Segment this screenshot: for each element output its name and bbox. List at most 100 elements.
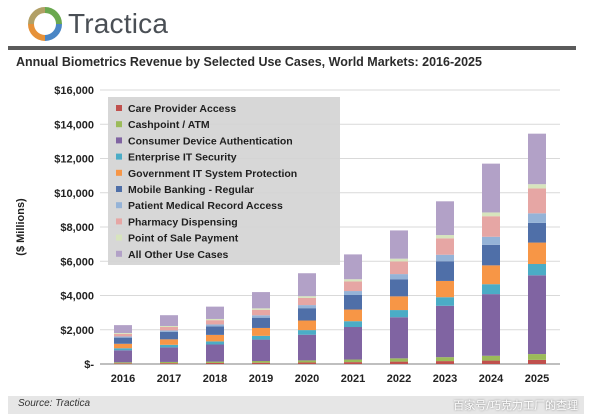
bar-segment <box>436 238 454 255</box>
legend-label: Government IT System Protection <box>128 168 297 180</box>
bar-segment <box>252 361 270 363</box>
bar-segment <box>252 317 270 328</box>
bar-segment <box>160 339 178 345</box>
bar-segment <box>482 244 500 266</box>
bar-segment <box>252 362 270 364</box>
bar-segment <box>390 296 408 311</box>
bar-segment <box>482 265 500 285</box>
x-tick-label: 2020 <box>295 373 319 385</box>
bar-segment <box>206 306 224 319</box>
title-divider <box>8 46 576 50</box>
bar-segment <box>344 359 362 363</box>
legend-swatch <box>116 202 122 209</box>
bar-segment <box>390 317 408 359</box>
bar-segment <box>206 318 224 321</box>
bar-segment <box>252 308 270 310</box>
bar-segment <box>390 258 408 262</box>
bar-segment <box>482 355 500 361</box>
bar-segment <box>298 273 316 297</box>
bar-segment <box>114 350 132 363</box>
brand-name: Tractica <box>68 8 169 39</box>
legend-label: Consumer Device Authentication <box>128 135 293 147</box>
bar-segment <box>298 297 316 306</box>
legend-swatch <box>116 137 122 144</box>
bar-segment <box>436 201 454 236</box>
legend-swatch <box>116 250 122 257</box>
legend-label: Care Provider Access <box>128 103 236 115</box>
bar-segment <box>114 362 132 364</box>
bar-segment <box>436 280 454 298</box>
source-note: Source: Tractica <box>18 398 91 409</box>
bar-segment <box>528 354 546 360</box>
legend-label: Patient Medical Record Access <box>128 200 283 212</box>
bar-segment <box>482 216 500 237</box>
bar-segment <box>390 274 408 280</box>
bar-segment <box>344 309 362 322</box>
bar-segment <box>160 315 178 326</box>
legend-swatch <box>116 234 122 241</box>
bar-segment <box>298 360 316 363</box>
y-tick-label: $8,000 <box>60 222 94 234</box>
bar-segment <box>528 263 546 276</box>
x-tick-label: 2018 <box>203 373 227 385</box>
bar-segment <box>252 309 270 316</box>
x-tick-label: 2021 <box>341 373 365 385</box>
legend-swatch <box>116 153 122 160</box>
bar-segment <box>160 325 178 328</box>
bar-segment <box>298 308 316 321</box>
bar-segment <box>482 294 500 356</box>
bar-segment <box>252 339 270 362</box>
bar-segment <box>206 361 224 363</box>
y-axis-label: ($ Millions) <box>15 198 27 256</box>
x-tick-label: 2024 <box>479 373 504 385</box>
bar-segment <box>160 347 178 362</box>
bar-segment <box>436 361 454 364</box>
bar-segment <box>160 330 178 332</box>
bar-segment <box>114 333 132 337</box>
legend-label: Point of Sale Payment <box>128 233 239 245</box>
legend-label: Pharmacy Dispensing <box>128 216 238 228</box>
watermark-text: 百家号/巧克力工厂的查理 <box>453 399 578 412</box>
bar-segment <box>252 292 270 309</box>
bar-segment <box>206 320 224 325</box>
bar-segment <box>160 331 178 340</box>
bar-segment <box>344 321 362 328</box>
bar-segment <box>114 333 132 334</box>
bar-segment <box>528 133 546 185</box>
bar-segment <box>344 294 362 310</box>
footer-bar: Source: Tractica 百家号/巧克力工厂的查理 <box>8 396 584 414</box>
bar-segment <box>528 242 546 264</box>
bar-segment <box>206 344 224 362</box>
bar-segment <box>344 327 362 360</box>
bar-segment <box>114 337 132 344</box>
bar-segment <box>436 254 454 262</box>
bar-segment <box>344 279 362 282</box>
bar-segment <box>528 213 546 223</box>
bar-segment <box>298 362 316 364</box>
bar-segment <box>390 230 408 259</box>
bar-segment <box>344 254 362 280</box>
legend-swatch <box>116 218 122 225</box>
bar-segment <box>436 235 454 239</box>
bar-segment <box>160 344 178 348</box>
bar-segment <box>390 261 408 275</box>
legend-swatch <box>116 186 122 192</box>
tractica-logo-icon <box>28 7 62 41</box>
bar-segment <box>114 343 132 349</box>
bar-segment <box>528 184 546 189</box>
bar-segment <box>114 325 132 334</box>
bar-segment <box>482 236 500 245</box>
y-tick-label: $10,000 <box>54 188 94 200</box>
bar-segment <box>206 362 224 364</box>
bar-segment <box>482 284 500 295</box>
bar-segment <box>482 212 500 217</box>
bar-segment <box>206 334 224 342</box>
y-tick-label: $4,000 <box>60 291 94 303</box>
x-tick-label: 2025 <box>525 373 549 385</box>
y-tick-label: $14,000 <box>54 119 94 131</box>
bar-segment <box>298 334 316 361</box>
bar-segment <box>114 336 132 338</box>
x-tick-label: 2017 <box>157 373 181 385</box>
chart-title: Annual Biometrics Revenue by Selected Us… <box>16 55 482 69</box>
